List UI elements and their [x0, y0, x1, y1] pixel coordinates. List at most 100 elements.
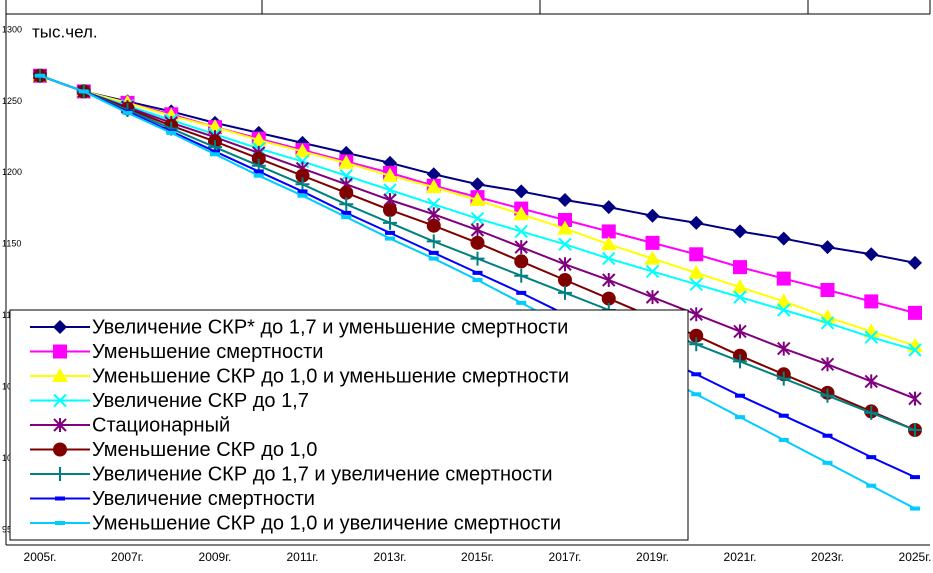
- marker: [777, 341, 791, 356]
- marker: [822, 433, 833, 438]
- marker: [78, 89, 89, 94]
- marker: [733, 324, 747, 339]
- marker: [820, 388, 835, 403]
- marker: [908, 423, 922, 437]
- marker: [558, 213, 572, 227]
- marker: [820, 283, 835, 297]
- legend-marker: [53, 467, 67, 481]
- marker: [383, 183, 397, 197]
- marker: [341, 210, 352, 215]
- legend-marker: [53, 442, 67, 457]
- legend-label: Уменьшение смертности: [92, 341, 323, 363]
- legend-marker: [53, 320, 67, 334]
- marker: [820, 316, 835, 330]
- marker: [516, 300, 527, 305]
- marker: [908, 391, 922, 406]
- marker: [735, 393, 745, 398]
- y-tick-label: 1150: [2, 239, 21, 249]
- legend-marker: [53, 344, 67, 359]
- legend-marker: [53, 418, 67, 432]
- x-tick-label: 2011г.: [286, 550, 318, 564]
- x-tick-label: 2015г.: [461, 550, 494, 564]
- marker: [470, 223, 485, 237]
- marker: [210, 152, 220, 157]
- x-tick-label: 2019г.: [636, 550, 669, 564]
- marker: [864, 247, 879, 262]
- table-strip: [5, 0, 931, 15]
- marker: [691, 372, 702, 377]
- x-tick-label: 2017г.: [549, 550, 582, 564]
- legend-marker: [55, 496, 65, 501]
- marker: [645, 290, 660, 305]
- marker: [733, 354, 747, 369]
- marker: [733, 260, 747, 275]
- marker: [338, 154, 355, 169]
- marker: [778, 438, 789, 442]
- marker: [385, 236, 395, 241]
- marker: [732, 279, 748, 294]
- y-tick-label: 1250: [2, 96, 22, 106]
- marker: [513, 206, 530, 221]
- marker: [601, 291, 616, 306]
- marker: [470, 211, 485, 226]
- marker: [470, 177, 485, 192]
- marker: [866, 455, 877, 460]
- y-tick-label: 1300: [2, 24, 22, 34]
- marker: [294, 143, 311, 158]
- x-tick-label: 2005г.: [24, 550, 57, 564]
- marker: [514, 240, 528, 255]
- marker: [688, 264, 705, 279]
- legend-box: [9, 309, 689, 541]
- marker: [339, 185, 354, 200]
- legend: Увеличение СКР* до 1,7 и уменьшение смер…: [9, 309, 689, 541]
- marker: [428, 250, 439, 255]
- marker: [689, 277, 703, 291]
- marker: [908, 255, 922, 270]
- x-tick-label: 2009г.: [199, 550, 232, 564]
- series: [35, 73, 920, 511]
- marker: [644, 250, 661, 265]
- marker: [910, 506, 920, 511]
- marker: [516, 290, 527, 295]
- marker: [689, 328, 704, 343]
- marker: [601, 224, 616, 239]
- marker: [689, 247, 704, 262]
- marker: [645, 208, 660, 223]
- marker: [297, 189, 308, 194]
- marker: [295, 177, 310, 192]
- marker: [35, 73, 45, 78]
- chart-title: тыс.чел.: [32, 22, 98, 41]
- marker: [776, 371, 791, 386]
- marker: [382, 167, 398, 182]
- legend-label: Уменьшение СКР до 1,0: [92, 439, 317, 461]
- marker: [776, 231, 791, 246]
- marker: [645, 264, 660, 279]
- marker: [472, 270, 483, 275]
- marker: [558, 237, 572, 251]
- legend-marker: [52, 368, 68, 382]
- marker: [514, 224, 528, 239]
- marker: [822, 460, 833, 465]
- marker: [775, 293, 792, 308]
- marker: [689, 215, 704, 230]
- marker: [864, 294, 879, 309]
- marker: [733, 290, 747, 304]
- marker: [820, 357, 835, 372]
- marker: [426, 167, 441, 182]
- marker: [689, 307, 703, 322]
- marker: [602, 251, 616, 266]
- marker: [514, 268, 529, 283]
- marker: [469, 192, 486, 206]
- marker: [735, 415, 745, 420]
- marker: [251, 151, 266, 166]
- marker: [210, 149, 220, 154]
- marker: [777, 303, 791, 317]
- marker: [428, 256, 439, 261]
- marker: [778, 413, 789, 418]
- marker: [600, 236, 617, 251]
- x-tick-label: 2025г.: [899, 550, 932, 564]
- marker: [776, 271, 791, 286]
- marker: [385, 230, 395, 235]
- marker: [557, 220, 573, 235]
- marker: [472, 278, 483, 282]
